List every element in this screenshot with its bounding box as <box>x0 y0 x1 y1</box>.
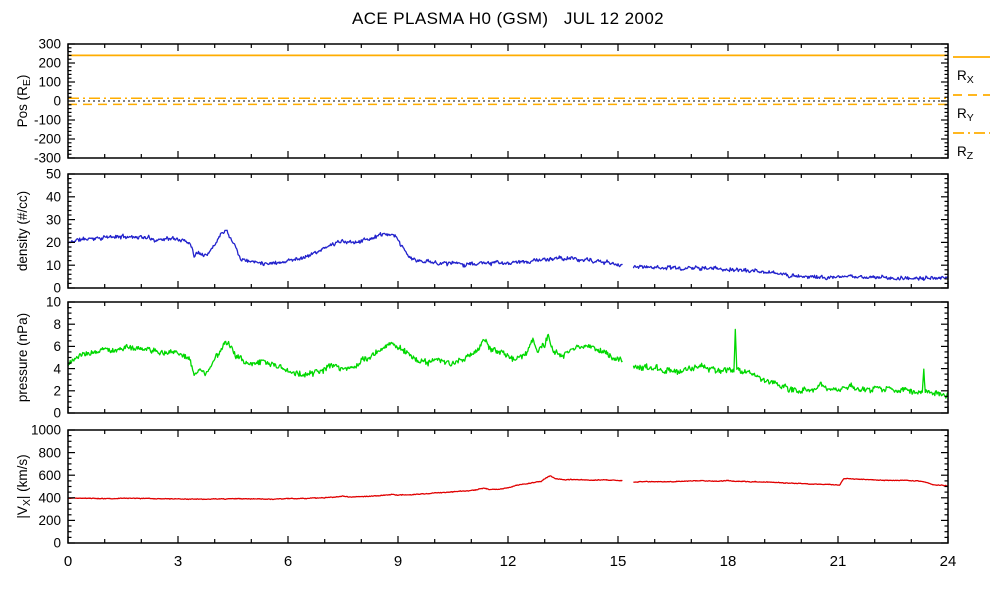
panel-frame <box>67 301 949 414</box>
y-tick-label: 800 <box>38 445 61 460</box>
trace-vx-seg2 <box>633 477 949 487</box>
y-tick-label: 4 <box>53 361 61 376</box>
x-tick-label: 24 <box>940 553 957 570</box>
y-axis-title: Pos (RE) <box>15 75 33 128</box>
y-tick-label: 300 <box>38 37 61 52</box>
trace-vx-seg1 <box>67 475 623 501</box>
panel-velocity: 0 200 400 600 800 1000 |VX| (km/s) 0 3 6 9 12 15 18 21… <box>15 423 956 570</box>
trace-pressure-seg2 <box>632 328 949 399</box>
panel-frame <box>67 429 949 544</box>
y-tick-label: 0 <box>53 94 61 109</box>
y-tick-label: 10 <box>46 258 61 273</box>
y-tick-label: 2 <box>53 384 61 399</box>
x-tick-label: 21 <box>830 553 847 570</box>
y-axis-title: density (#/cc) <box>15 191 30 271</box>
y-tick-label: 20 <box>46 235 61 250</box>
y-tick-label: 100 <box>38 75 61 90</box>
legend-label: RX <box>957 68 974 86</box>
y-axis-title: |VX| (km/s) <box>15 454 33 518</box>
x-tick-label: 18 <box>720 553 737 570</box>
trace-density-seg1 <box>67 229 623 268</box>
y-tick-label: 200 <box>38 513 61 528</box>
y-tick-label: 0 <box>53 281 61 296</box>
x-tick-label: 15 <box>610 553 627 570</box>
y-tick-label: 400 <box>38 491 61 506</box>
y-tick-label: 8 <box>53 317 61 332</box>
y-tick-label: 50 <box>46 167 61 182</box>
legend: RX RY RZ <box>953 56 990 162</box>
trace-density-seg2 <box>632 264 949 281</box>
legend-label: RZ <box>957 144 974 162</box>
x-tick-label: 6 <box>284 553 292 570</box>
y-tick-label: 0 <box>53 406 61 421</box>
y-tick-label: 6 <box>53 339 61 354</box>
y-tick-label: 1000 <box>31 423 61 438</box>
y-tick-label: 10 <box>46 295 61 310</box>
y-axis-title: pressure (nPa) <box>15 313 30 402</box>
y-tick-label: -100 <box>34 113 61 128</box>
y-tick-label: 30 <box>46 212 61 227</box>
trace-pressure-seg1 <box>67 333 623 378</box>
legend-label: RY <box>957 106 974 124</box>
panel-position: -300 -200 -100 0 100 200 300 Pos (RE) <box>15 37 949 166</box>
x-tick-label: 9 <box>394 553 402 570</box>
panel-density: 0 10 20 30 40 50 density (#/cc) <box>15 167 949 296</box>
x-tick-label: 0 <box>64 553 72 570</box>
y-tick-label: 0 <box>53 536 61 551</box>
panel-frame <box>67 173 949 289</box>
y-tick-label: 600 <box>38 468 61 483</box>
x-tick-label: 3 <box>174 553 182 570</box>
x-tick-label: 12 <box>500 553 517 570</box>
plot-title: ACE PLASMA H0 (GSM) JUL 12 2002 <box>351 9 665 28</box>
y-tick-label: 40 <box>46 190 61 205</box>
y-tick-label: -300 <box>34 151 61 166</box>
y-tick-label: -200 <box>34 132 61 147</box>
y-tick-label: 200 <box>38 56 61 71</box>
panel-pressure: 0 2 4 6 8 10 pressure (nPa) <box>15 295 949 421</box>
